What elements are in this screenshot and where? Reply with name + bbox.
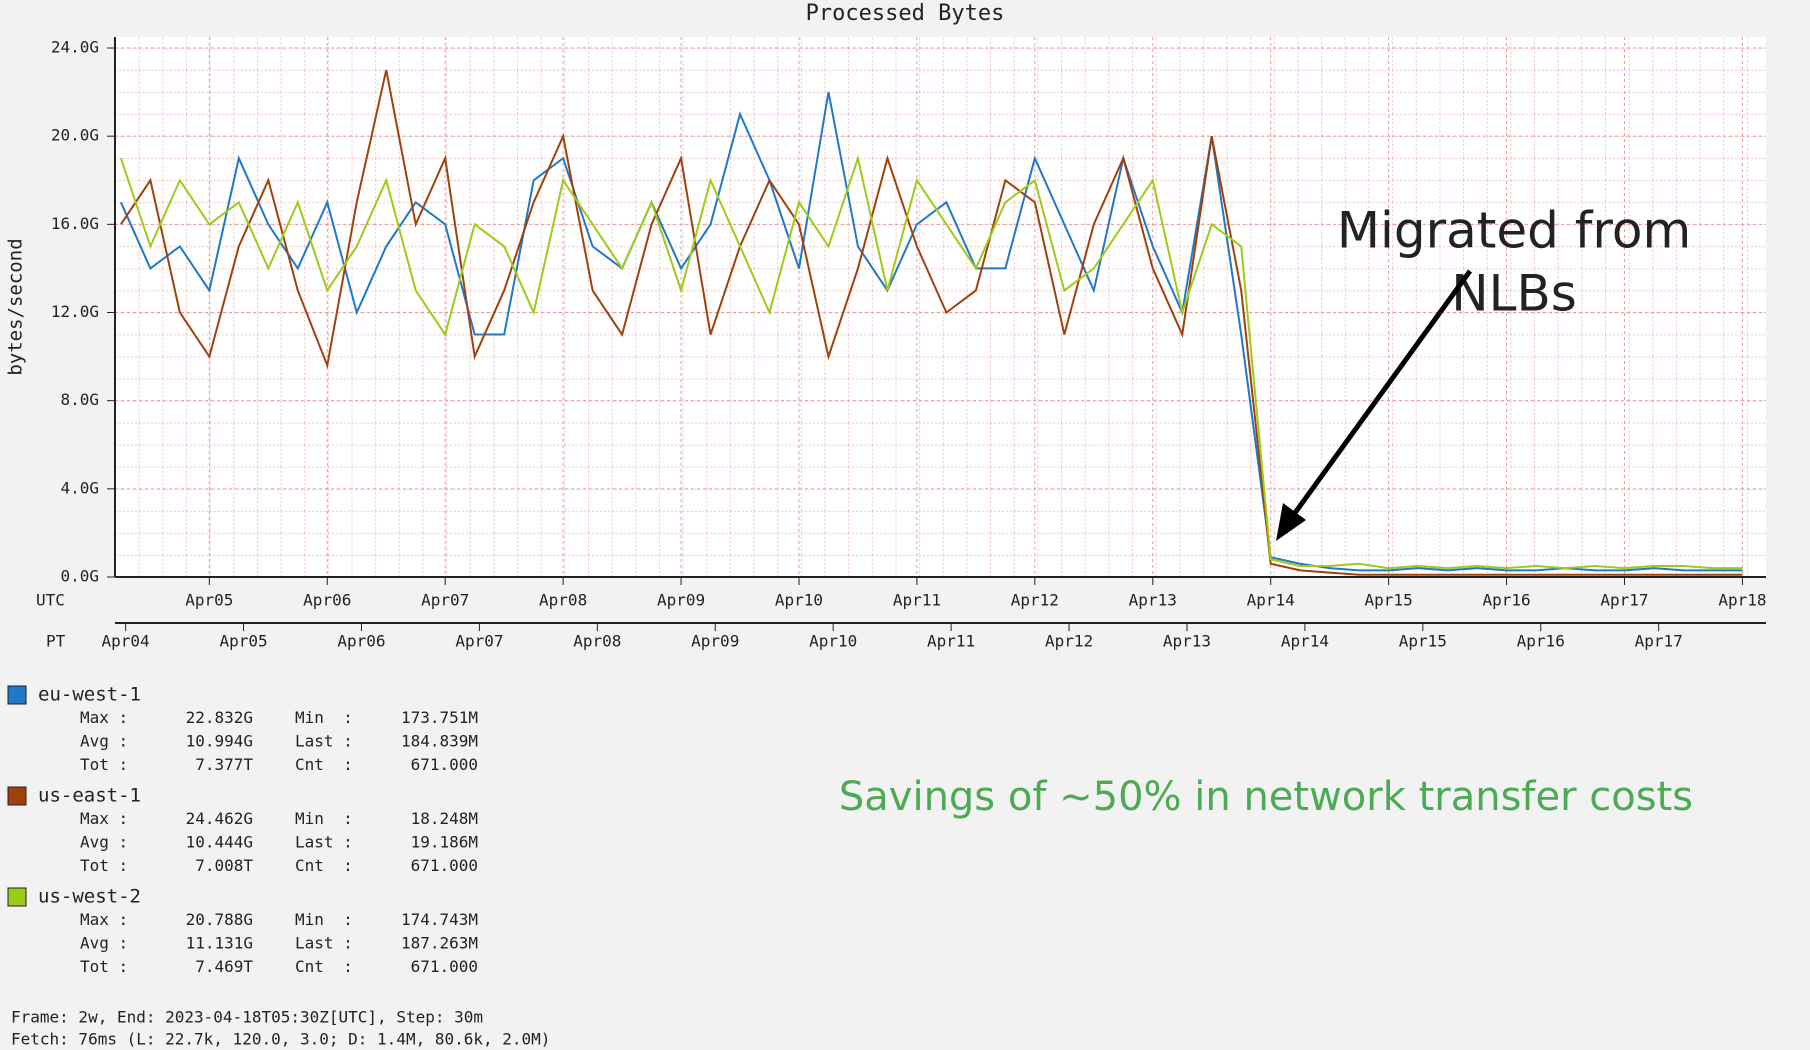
stat-label: Min : — [295, 910, 353, 929]
x-tick-label: Apr05 — [185, 591, 233, 610]
x2-tick-label: Apr17 — [1635, 632, 1683, 651]
x-tick-label: Apr07 — [421, 591, 469, 610]
y-tick-label: 4.0G — [60, 478, 99, 497]
x-tick-label: Apr13 — [1129, 591, 1177, 610]
stat-value: 671.000 — [411, 755, 478, 774]
y-tick-label: 8.0G — [60, 390, 99, 409]
stat-label: Tot : — [80, 856, 128, 875]
annotation-text: Migrated from — [1337, 202, 1691, 260]
stat-label: Tot : — [80, 957, 128, 976]
stat-label: Max : — [80, 809, 128, 828]
minor-grid — [115, 37, 1766, 577]
stat-value: 20.788G — [186, 910, 253, 929]
y-tick-label: 24.0G — [51, 38, 99, 57]
legend-label: us-east-1 — [38, 785, 141, 807]
stat-label: Tot : — [80, 755, 128, 774]
x2-tick-label: Apr09 — [691, 632, 739, 651]
stat-value: 7.377T — [195, 755, 253, 774]
legend-swatch — [7, 887, 27, 907]
x2-tick-label: Apr07 — [455, 632, 503, 651]
series-line — [119, 91, 1743, 572]
series-line — [120, 69, 1743, 576]
stat-label: Last : — [295, 732, 353, 751]
stat-value: 7.469T — [195, 957, 253, 976]
x-tick-label: Apr06 — [303, 591, 351, 610]
y-tick-label: 12.0G — [51, 302, 99, 321]
x2-tick-label: Apr06 — [337, 632, 385, 651]
x-axis-label: UTC — [36, 591, 65, 610]
x2-tick-label: Apr10 — [809, 632, 857, 651]
x-tick-label: Apr08 — [539, 591, 587, 610]
x2-tick-label: Apr13 — [1163, 632, 1211, 651]
stat-value: 11.131G — [186, 934, 253, 953]
x2-tick-label: Apr08 — [573, 632, 621, 651]
stat-label: Cnt : — [295, 755, 353, 774]
x-tick-label: Apr16 — [1482, 591, 1530, 610]
stat-value: 19.186M — [411, 833, 478, 852]
x-tick-label: Apr09 — [657, 591, 705, 610]
stat-value: 671.000 — [411, 957, 478, 976]
x2-tick-label: Apr05 — [219, 632, 267, 651]
stat-label: Cnt : — [295, 856, 353, 875]
x2-tick-label: Apr15 — [1399, 632, 1447, 651]
stat-label: Min : — [295, 708, 353, 727]
stat-label: Avg : — [80, 833, 128, 852]
stat-value: 10.444G — [186, 833, 253, 852]
y-tick-label: 16.0G — [51, 214, 99, 233]
stat-value: 174.743M — [401, 910, 478, 929]
stat-value: 22.832G — [186, 708, 253, 727]
footer-text: Fetch: 76ms (L: 22.7k, 120.0, 3.0; D: 1.… — [11, 1030, 550, 1049]
annotation-arrow — [1289, 269, 1473, 519]
x2-tick-label: Apr04 — [102, 632, 150, 651]
x-tick-label: Apr11 — [893, 591, 941, 610]
y-axis-label: bytes/second — [5, 238, 27, 375]
stat-label: Max : — [80, 910, 128, 929]
stat-label: Max : — [80, 708, 128, 727]
stat-value: 187.263M — [401, 934, 478, 953]
y-tick-label: 20.0G — [51, 126, 99, 145]
x2-tick-label: Apr12 — [1045, 632, 1093, 651]
stat-value: 184.839M — [401, 732, 478, 751]
chart-title: Processed Bytes — [806, 1, 1005, 26]
legend-swatch — [7, 685, 27, 705]
stat-label: Cnt : — [295, 957, 353, 976]
stat-label: Min : — [295, 809, 353, 828]
x-tick-label: Apr12 — [1011, 591, 1059, 610]
note: Savings of ~50% in network transfer cost… — [839, 774, 1693, 820]
series-line — [119, 154, 1743, 570]
legend-label: us-west-2 — [38, 886, 141, 908]
x-tick-label: Apr18 — [1718, 591, 1766, 610]
footer-text: Frame: 2w, End: 2023-04-18T05:30Z[UTC], … — [11, 1008, 483, 1027]
annotation-text: NLBs — [1451, 265, 1577, 323]
x2-tick-label: Apr14 — [1281, 632, 1329, 651]
arrow-head — [1276, 503, 1306, 541]
x-tick-label: Apr15 — [1365, 591, 1413, 610]
x2-tick-label: Apr16 — [1517, 632, 1565, 651]
stat-value: 18.248M — [411, 809, 478, 828]
stat-value: 173.751M — [401, 708, 478, 727]
x2-axis-label: PT — [46, 632, 66, 651]
stat-value: 10.994G — [186, 732, 253, 751]
stat-label: Avg : — [80, 934, 128, 953]
x-tick-label: Apr10 — [775, 591, 823, 610]
x-tick-label: Apr17 — [1600, 591, 1648, 610]
legend-swatch — [7, 786, 27, 806]
stat-value: 671.000 — [411, 856, 478, 875]
stat-label: Avg : — [80, 732, 128, 751]
stat-label: Last : — [295, 934, 353, 953]
stat-value: 24.462G — [186, 809, 253, 828]
stat-label: Last : — [295, 833, 353, 852]
x-tick-label: Apr14 — [1247, 591, 1295, 610]
y-tick-label: 0.0G — [60, 567, 99, 586]
legend-label: eu-west-1 — [38, 684, 141, 706]
stat-value: 7.008T — [195, 856, 253, 875]
x2-tick-label: Apr11 — [927, 632, 975, 651]
